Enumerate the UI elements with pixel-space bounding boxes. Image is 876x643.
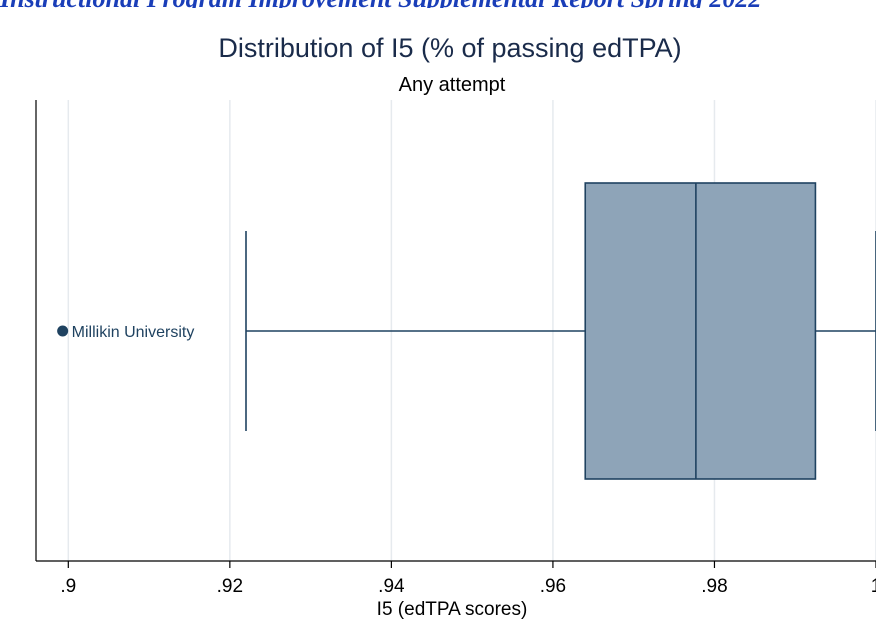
axis-layer: .9 .92 .94 .96 .98 1	[35, 100, 876, 597]
highlight-label: Millikin University	[72, 324, 195, 341]
chart-subtitle: Any attempt	[399, 74, 506, 96]
x-tick-label: .9	[60, 576, 76, 597]
x-tick-label: .94	[378, 576, 405, 597]
x-axis-label: I5 (edTPA scores)	[377, 599, 528, 620]
chart-title: Distribution of I5 (% of passing edTPA)	[218, 33, 681, 63]
x-tick-label: 1	[871, 576, 876, 597]
x-tick-label: .96	[540, 576, 566, 597]
clipped-page-header: Instructional Program Improvement Supple…	[0, 0, 876, 8]
x-tick-label: .98	[701, 576, 727, 597]
highlight-marker	[57, 325, 69, 337]
x-tick-label: .92	[217, 576, 243, 597]
box-layer	[245, 182, 876, 480]
highlight-layer: Millikin University	[57, 324, 194, 341]
interquartile-box	[584, 182, 817, 480]
